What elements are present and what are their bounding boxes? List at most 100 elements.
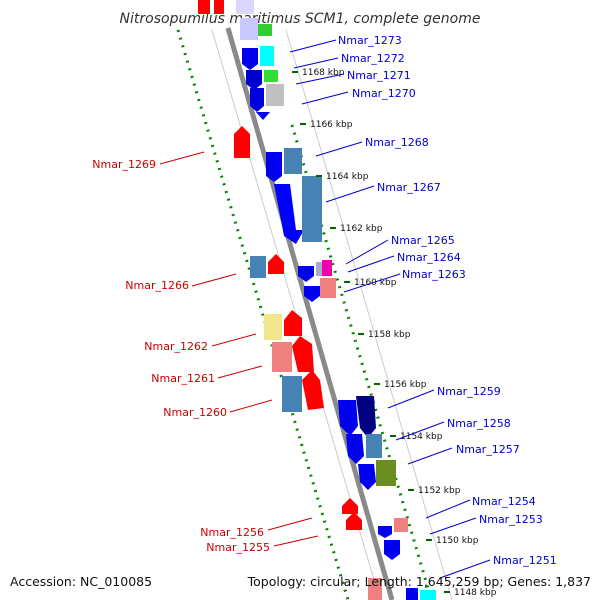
gene-feature[interactable] <box>302 176 322 242</box>
tick-label: 1158 kbp <box>368 330 411 340</box>
gene-feature[interactable] <box>266 84 284 106</box>
gene-feature[interactable] <box>356 396 376 438</box>
topology-text: Topology: circular; Length: 1,645,259 bp… <box>247 574 591 589</box>
gene-feature[interactable] <box>358 464 376 490</box>
tick-label: 1160 kbp <box>354 278 397 288</box>
coordinate-ticks: 1168 kbp 1166 kbp 1164 kbp 1162 kbp 1160 kbp… <box>292 68 497 598</box>
gene-leader-line <box>217 365 263 379</box>
gene-leader-line <box>439 559 491 579</box>
gene-leader-line <box>289 39 337 53</box>
gene-label-nmar-1264[interactable]: Nmar_1264 <box>397 251 461 264</box>
guide-line-inner-right <box>285 29 453 600</box>
gene-label-nmar-1251[interactable]: Nmar_1251 <box>493 554 557 567</box>
gene-feature[interactable] <box>322 260 332 276</box>
gene-feature[interactable] <box>346 434 364 464</box>
gene-feature[interactable] <box>214 0 224 14</box>
gene-feature[interactable] <box>242 48 258 70</box>
gene-feature[interactable] <box>274 184 304 244</box>
gene-label-nmar-1267[interactable]: Nmar_1267 <box>377 181 441 194</box>
gene-feature[interactable] <box>292 336 314 372</box>
gene-label-nmar-1254[interactable]: Nmar_1254 <box>472 495 536 508</box>
gene-feature[interactable] <box>284 310 302 336</box>
gene-feature[interactable] <box>394 518 408 532</box>
gene-leader-line <box>159 151 205 165</box>
gene-feature[interactable] <box>320 278 336 298</box>
gene-label-nmar-1263[interactable]: Nmar_1263 <box>402 268 466 281</box>
gene-label-nmar-1270[interactable]: Nmar_1270 <box>352 87 416 100</box>
gene-label-nmar-1255[interactable]: Nmar_1255 <box>206 541 270 554</box>
gene-feature[interactable] <box>250 256 266 278</box>
gene-feature[interactable] <box>282 376 302 412</box>
gene-labels: Nmar_1273 Nmar_1272 Nmar_1271 Nmar_1270 Nmar… <box>92 34 557 579</box>
gene-feature[interactable] <box>368 578 382 600</box>
gene-label-nmar-1257[interactable]: Nmar_1257 <box>456 443 520 456</box>
track-guides <box>176 29 453 600</box>
gene-leader-line <box>325 185 375 203</box>
gene-feature[interactable] <box>234 126 250 158</box>
gene-feature[interactable] <box>406 588 418 600</box>
gene-leader-line <box>407 447 453 465</box>
gene-label-nmar-1269[interactable]: Nmar_1269 <box>92 158 156 171</box>
tick-label: 1168 kbp <box>302 68 345 78</box>
gene-label-nmar-1273[interactable]: Nmar_1273 <box>338 34 402 47</box>
tick-label: 1164 kbp <box>326 172 369 182</box>
gene-leader-line <box>295 73 345 85</box>
gene-features <box>198 0 436 600</box>
gene-label-nmar-1266[interactable]: Nmar_1266 <box>125 279 189 292</box>
gene-leader-line <box>395 421 445 441</box>
genome-title: Nitrosopumilus maritimus SCM1, complete … <box>120 11 481 27</box>
gene-feature[interactable] <box>264 314 282 340</box>
gene-leader-line <box>267 517 313 531</box>
gene-feature[interactable] <box>366 434 382 458</box>
gene-feature[interactable] <box>250 88 264 112</box>
gene-feature[interactable] <box>260 46 274 66</box>
gene-label-nmar-1261[interactable]: Nmar_1261 <box>151 372 215 385</box>
gene-feature[interactable] <box>236 0 254 14</box>
gene-feature[interactable] <box>266 152 282 182</box>
gene-feature[interactable] <box>268 254 284 274</box>
gene-feature[interactable] <box>240 18 258 40</box>
accession-text: Accession: NC_010085 <box>10 574 152 589</box>
gene-label-nmar-1259[interactable]: Nmar_1259 <box>437 385 501 398</box>
tick-label: 1156 kbp <box>384 380 427 390</box>
gene-feature[interactable] <box>376 460 396 486</box>
gene-feature[interactable] <box>302 370 324 410</box>
gene-label-nmar-1258[interactable]: Nmar_1258 <box>447 417 511 430</box>
gene-feature[interactable] <box>264 70 278 82</box>
gene-label-nmar-1260[interactable]: Nmar_1260 <box>163 406 227 419</box>
gene-feature[interactable] <box>420 590 436 600</box>
tick-label: 1162 kbp <box>340 224 383 234</box>
genome-backbone <box>225 27 395 600</box>
gene-feature[interactable] <box>384 540 400 560</box>
gene-feature[interactable] <box>378 526 392 538</box>
gene-feature[interactable] <box>272 342 292 372</box>
tick-label: 1154 kbp <box>400 432 443 442</box>
gene-feature[interactable] <box>284 148 302 174</box>
gene-leader-line <box>273 535 319 547</box>
tick-label: 1148 kbp <box>454 588 497 598</box>
gene-label-nmar-1262[interactable]: Nmar_1262 <box>144 340 208 353</box>
gene-feature[interactable] <box>342 498 358 514</box>
gene-feature[interactable] <box>346 512 362 530</box>
tick-label: 1152 kbp <box>418 486 461 496</box>
gene-label-nmar-1256[interactable]: Nmar_1256 <box>200 526 264 539</box>
gene-label-nmar-1271[interactable]: Nmar_1271 <box>347 69 411 82</box>
gene-feature[interactable] <box>198 0 210 14</box>
gene-leader-line <box>425 499 471 519</box>
tick-label: 1166 kbp <box>310 120 353 130</box>
gene-feature[interactable] <box>298 266 314 282</box>
gene-label-nmar-1265[interactable]: Nmar_1265 <box>391 234 455 247</box>
gene-label-nmar-1272[interactable]: Nmar_1272 <box>341 52 405 65</box>
gene-leader-line <box>347 255 395 273</box>
gene-label-nmar-1268[interactable]: Nmar_1268 <box>365 136 429 149</box>
gene-feature[interactable] <box>258 24 272 36</box>
gene-label-nmar-1253[interactable]: Nmar_1253 <box>479 513 543 526</box>
gene-feature[interactable] <box>256 112 270 120</box>
gene-feature[interactable] <box>246 70 262 90</box>
gene-leader-line <box>387 389 435 409</box>
gene-leader-line <box>343 273 401 293</box>
gene-leader-line <box>229 399 273 413</box>
gene-feature[interactable] <box>304 286 320 302</box>
gene-feature[interactable] <box>338 400 358 436</box>
